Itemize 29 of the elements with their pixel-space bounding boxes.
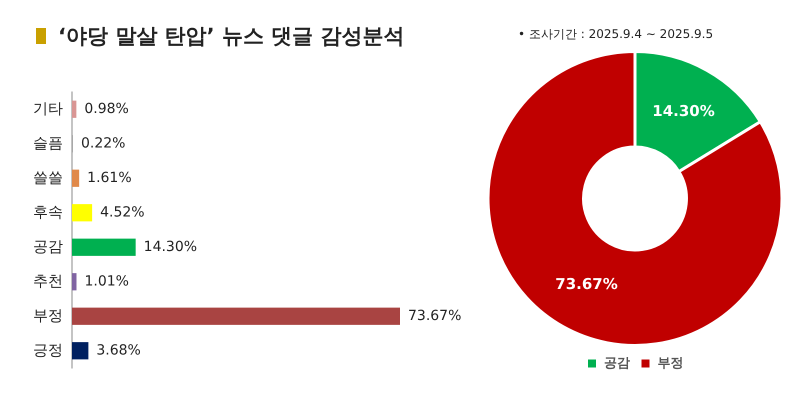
y-tick-label: 부정 [33,307,63,324]
y-tick-label: 기타 [33,100,63,118]
data-label: 73.67% [555,274,618,293]
data-label: 1.01% [84,273,129,290]
y-tick-label: 추천 [33,272,63,290]
data-label: 3.68% [96,342,141,358]
data-label: 14.30% [652,102,715,120]
y-tick-label: 쓸쓸 [33,169,63,186]
data-label: 73.67% [408,308,462,324]
data-label: 0.22% [80,135,126,152]
bar [72,238,136,256]
data-label: 14.30% [144,238,198,255]
bar [72,308,400,325]
bar [72,342,88,360]
data-label: 1.61% [87,170,132,186]
y-tick-label: 긍정 [33,342,63,359]
bar [72,100,76,118]
bar [72,204,92,222]
data-label: 4.52% [100,204,145,220]
y-tick-label: 슬픔 [33,134,63,152]
legend-label: 공감 [604,355,630,370]
legend-label: 부정 [658,355,684,370]
text: • 조사기간 : 2025.9.4 ~ 2025.9.5 [518,26,714,43]
y-tick-label: 공감 [33,238,63,256]
chart-title: ‘야당 말살 탄압’ 뉴스 댓글 감성분석 [58,23,405,50]
bar [72,273,76,290]
bar [72,170,80,187]
y-tick-label: 후속 [33,204,63,221]
data-label: 0.98% [84,100,129,117]
